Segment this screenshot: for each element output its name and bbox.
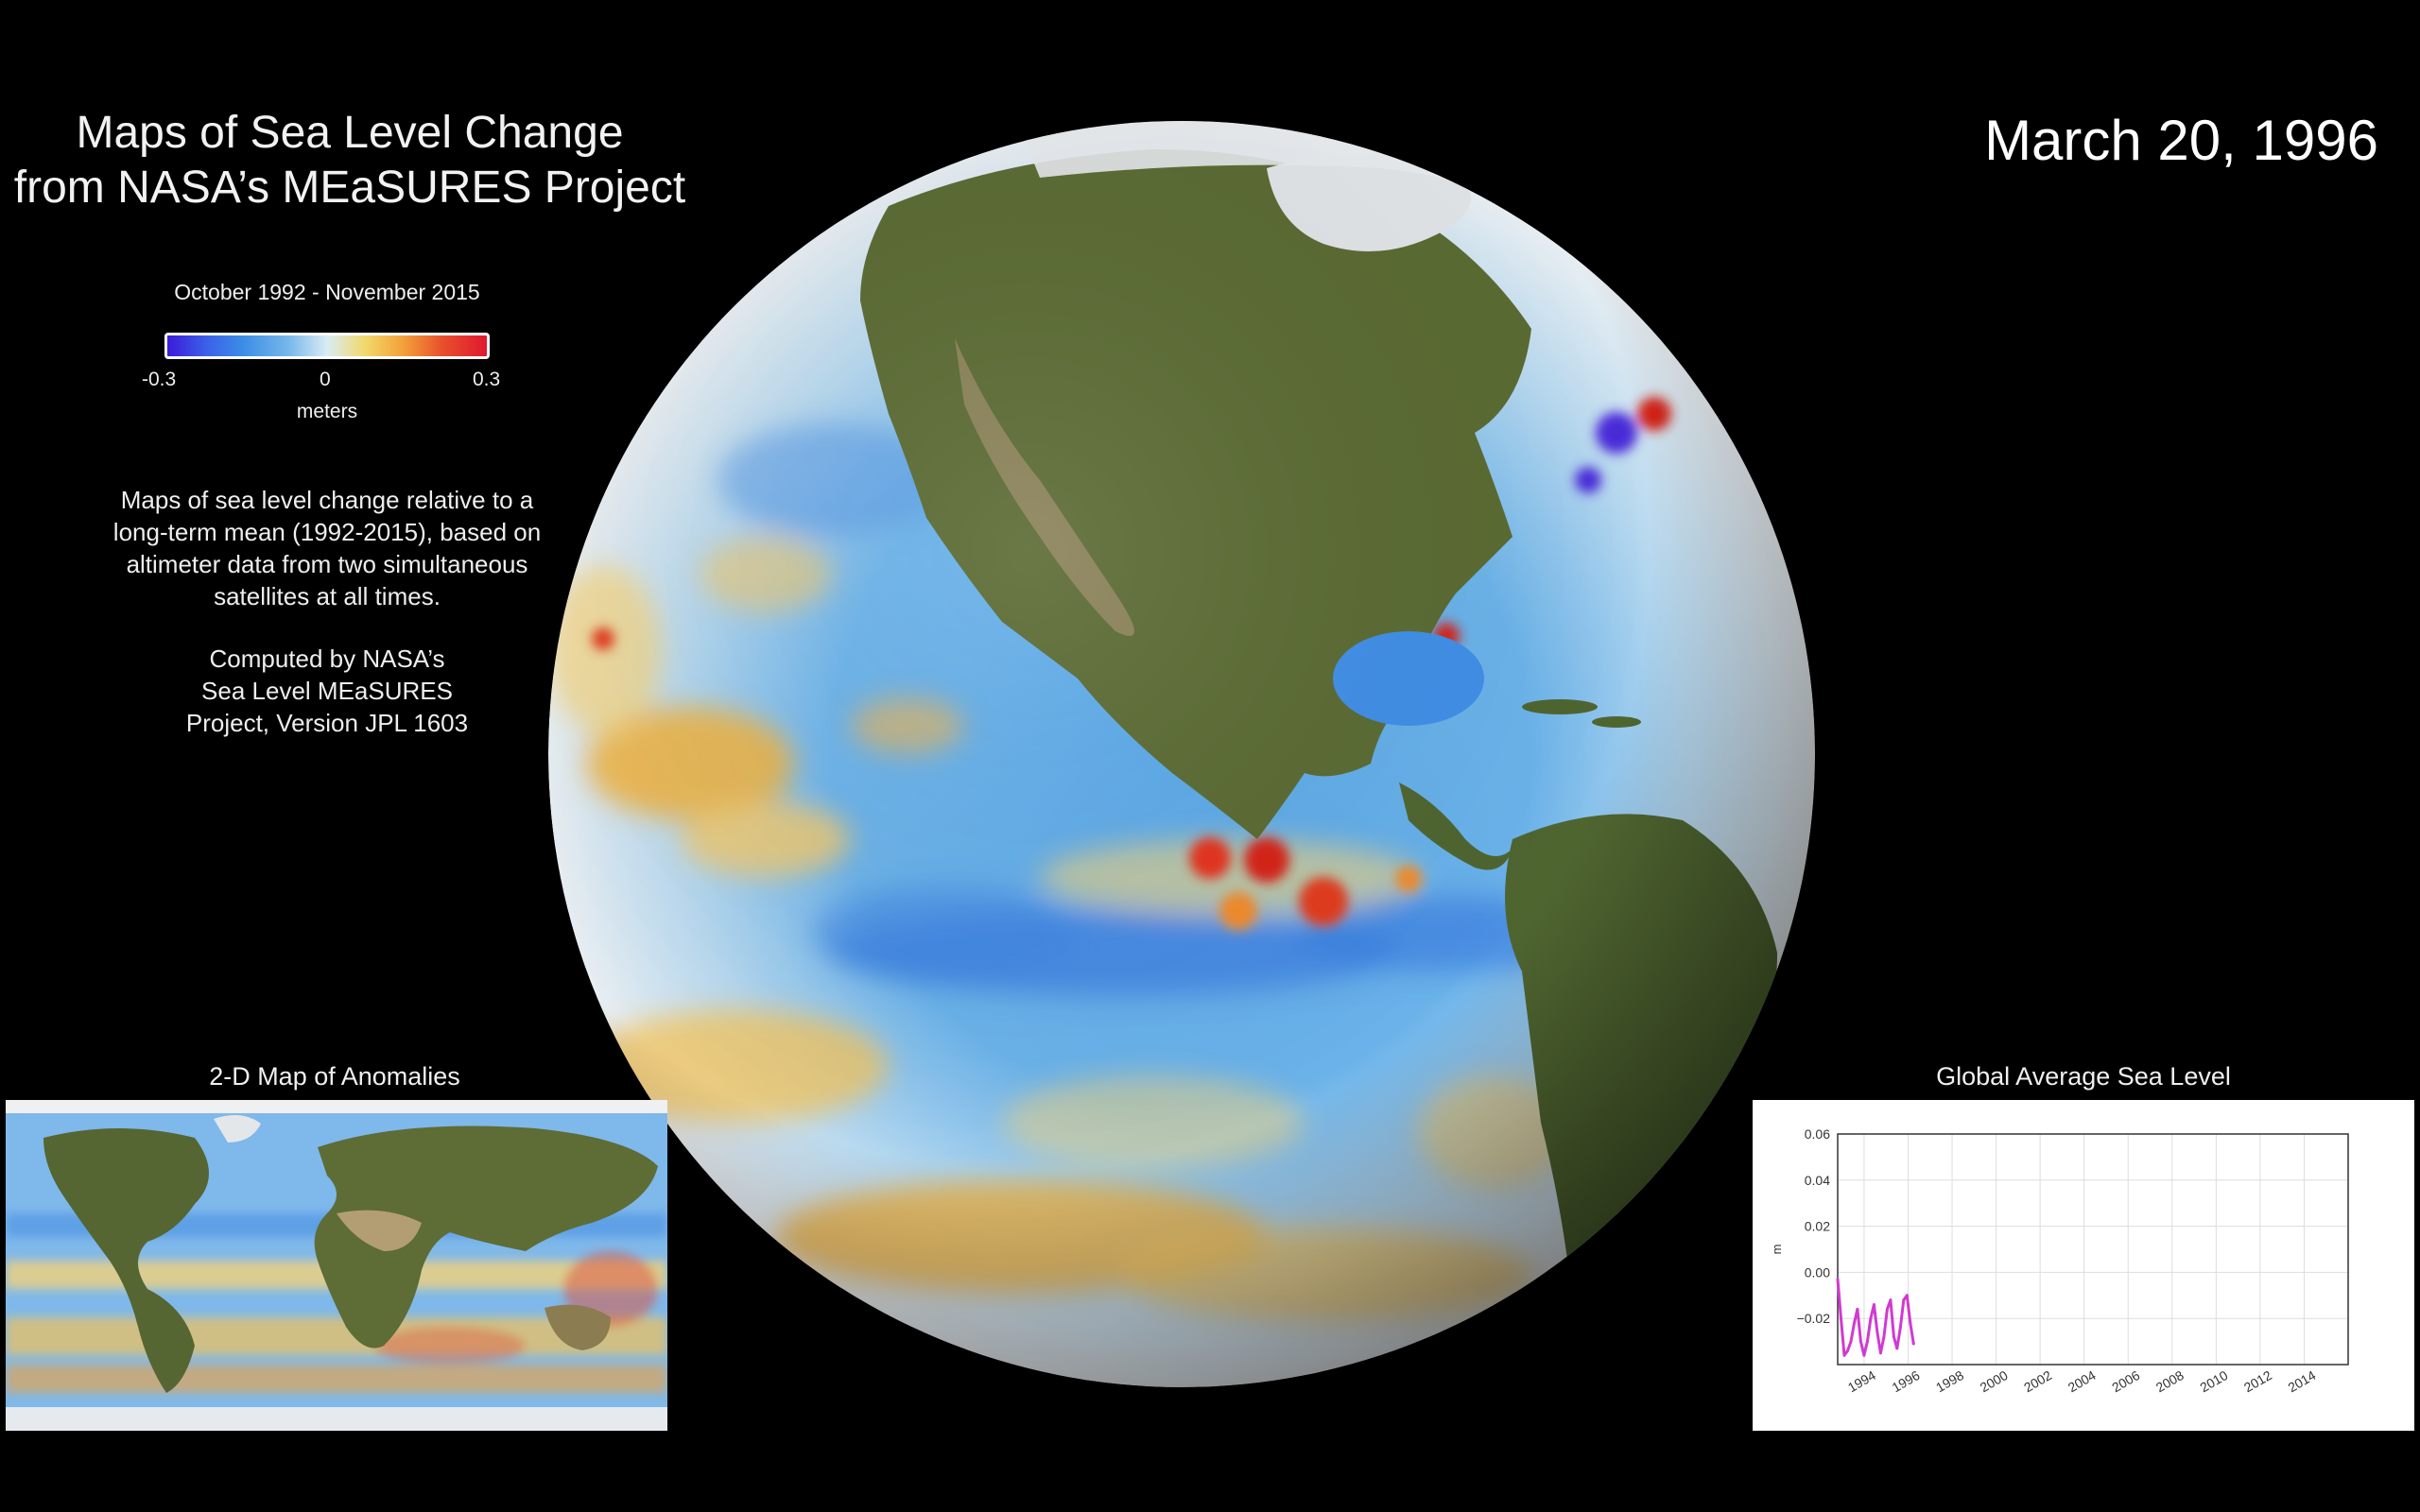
chart-series-point [1902,1298,1906,1302]
chart-series-point [1878,1351,1882,1355]
chart-series-point [1909,1321,1912,1325]
chart-xtick-label: 2000 [1978,1367,2011,1396]
global-sea-level-chart: 0.06 0.04 0.02 0.00 −0.02 1994 1996 1998 2000 200… [1753,1100,2414,1431]
chart-series-point [1876,1331,1879,1334]
title-line-2: from NASA’s MEaSURES Project [13,163,686,213]
chart-ylabel: m [1770,1245,1784,1255]
credit-paragraph: Computed by NASA’s Sea Level MEaSURES Pr… [81,643,573,739]
description-line: altimeter data from two simultaneous [126,550,528,578]
chart-series-point [1865,1340,1869,1344]
colorbar-mid-label: 0 [320,369,331,390]
chart-xtick-label: 2002 [2021,1367,2054,1396]
colorbar-min-label: -0.3 [142,369,177,390]
map2d-americas [43,1128,209,1393]
credit-line: Computed by NASA’s [209,644,445,673]
globe-surface [548,121,1815,1387]
chart-series-point [1845,1349,1849,1352]
description-paragraph: Maps of sea level change relative to a l… [81,484,573,612]
chart-series-point [1895,1347,1899,1350]
chart-ytick-label: 0.06 [1805,1126,1830,1142]
colorbar [164,333,490,359]
chart-svg: 0.06 0.04 0.02 0.00 −0.02 1994 1996 1998 2000 200… [1770,1126,2349,1396]
description-line: satellites at all times. [214,582,441,610]
chart-series-line [1836,1279,1915,1357]
chart-series-point [1911,1342,1915,1346]
chart-xtick-label: 2006 [2109,1367,2142,1396]
chart-series-point [1852,1321,1856,1325]
date-label: March 20, 1996 [1984,109,2378,172]
title-line-1: Maps of Sea Level Change [76,108,624,158]
description-line: long-term mean (1992-2015), based on [112,518,542,546]
credit-line: Project, Version JPL 1603 [185,709,469,737]
chart-series-point [1842,1353,1846,1357]
chart-series-point [1885,1307,1889,1311]
anomaly-map-2d [6,1100,667,1431]
chart-xtick-label: 1998 [1933,1367,1966,1396]
page-title: Maps of Sea Level Change from NASA’s MEa… [0,106,700,215]
map2d-australia [544,1304,611,1350]
chart-xtick-label: 2010 [2197,1367,2230,1396]
chart-series-point [1905,1294,1909,1297]
chart-xtick-label: 2008 [2153,1367,2187,1396]
chart-xtick-label: 1994 [1845,1367,1878,1396]
chart-xtick-label: 2014 [2285,1367,2318,1396]
description-line: Maps of sea level change relative to a [120,486,534,514]
chart-series-point [1889,1298,1893,1302]
colorbar-unit: meters [296,401,358,422]
chart-series-point [1858,1340,1862,1344]
chart-ytick-label: −0.02 [1797,1311,1831,1326]
chart-title: Global Average Sea Level [1936,1062,2231,1091]
chart-ytick-label: 0.00 [1805,1264,1830,1280]
chart-series-point [1836,1278,1840,1281]
chart-series-point [1892,1335,1895,1339]
sea-level-globe [548,121,1815,1387]
chart-series-point [1898,1326,1902,1330]
colorbar-max-label: 0.3 [473,369,501,390]
chart-ytick-label: 0.02 [1805,1219,1830,1234]
chart-series-point [1856,1307,1859,1311]
chart-series-point [1862,1353,1866,1357]
credit-line: Sea Level MEaSURES [201,677,453,705]
map2d-africa-eurasia [314,1125,658,1349]
chart-series-point [1872,1303,1876,1307]
chart-ytick-label: 0.04 [1805,1173,1830,1188]
chart-series-point [1882,1335,1886,1339]
map2d-title: 2-D Map of Anomalies [209,1062,460,1091]
chart-series-point [1849,1340,1853,1344]
chart-xtick-label: 1996 [1889,1367,1922,1396]
chart-xtick-label: 2004 [2066,1367,2099,1396]
chart-series-point [1869,1316,1873,1320]
colorbar-period: October 1992 - November 2015 [174,280,480,304]
chart-plot-frame [1837,1133,2349,1366]
chart-xtick-label: 2012 [2241,1367,2274,1396]
chart-series-point [1839,1316,1842,1320]
